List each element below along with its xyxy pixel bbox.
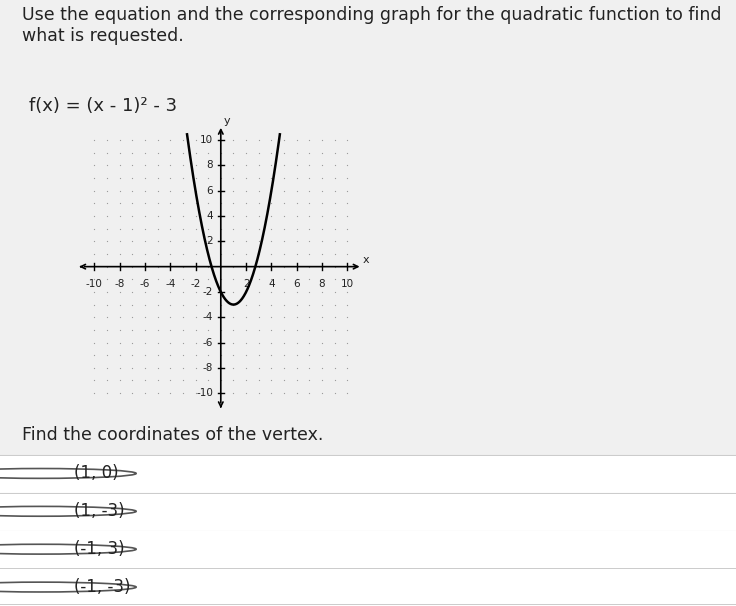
- Text: -4: -4: [165, 279, 175, 289]
- Text: -8: -8: [203, 363, 213, 373]
- Text: 4: 4: [207, 211, 213, 221]
- Text: 10: 10: [341, 279, 354, 289]
- Text: 10: 10: [200, 135, 213, 145]
- FancyBboxPatch shape: [0, 454, 736, 606]
- Text: -6: -6: [203, 338, 213, 347]
- Text: x: x: [363, 255, 369, 265]
- Text: y: y: [224, 116, 230, 126]
- Text: -10: -10: [197, 388, 213, 398]
- Text: (-1, 3): (-1, 3): [74, 540, 124, 558]
- Text: -2: -2: [191, 279, 201, 289]
- Text: -8: -8: [114, 279, 125, 289]
- Text: 6: 6: [207, 186, 213, 196]
- Text: 2: 2: [243, 279, 250, 289]
- Text: -4: -4: [203, 312, 213, 322]
- Text: 4: 4: [268, 279, 275, 289]
- Text: 6: 6: [294, 279, 300, 289]
- Text: f(x) = (x - 1)² - 3: f(x) = (x - 1)² - 3: [29, 97, 177, 115]
- Text: -10: -10: [86, 279, 103, 289]
- Text: (-1, -3): (-1, -3): [74, 578, 130, 596]
- Text: 2: 2: [207, 236, 213, 247]
- Text: (1, 0): (1, 0): [74, 464, 118, 482]
- Text: 8: 8: [319, 279, 325, 289]
- Text: -6: -6: [140, 279, 150, 289]
- Text: (1, -3): (1, -3): [74, 502, 124, 521]
- Text: Use the equation and the corresponding graph for the quadratic function to find
: Use the equation and the corresponding g…: [22, 6, 721, 45]
- Text: Find the coordinates of the vertex.: Find the coordinates of the vertex.: [22, 426, 323, 444]
- Text: -2: -2: [203, 287, 213, 297]
- Text: 8: 8: [207, 161, 213, 170]
